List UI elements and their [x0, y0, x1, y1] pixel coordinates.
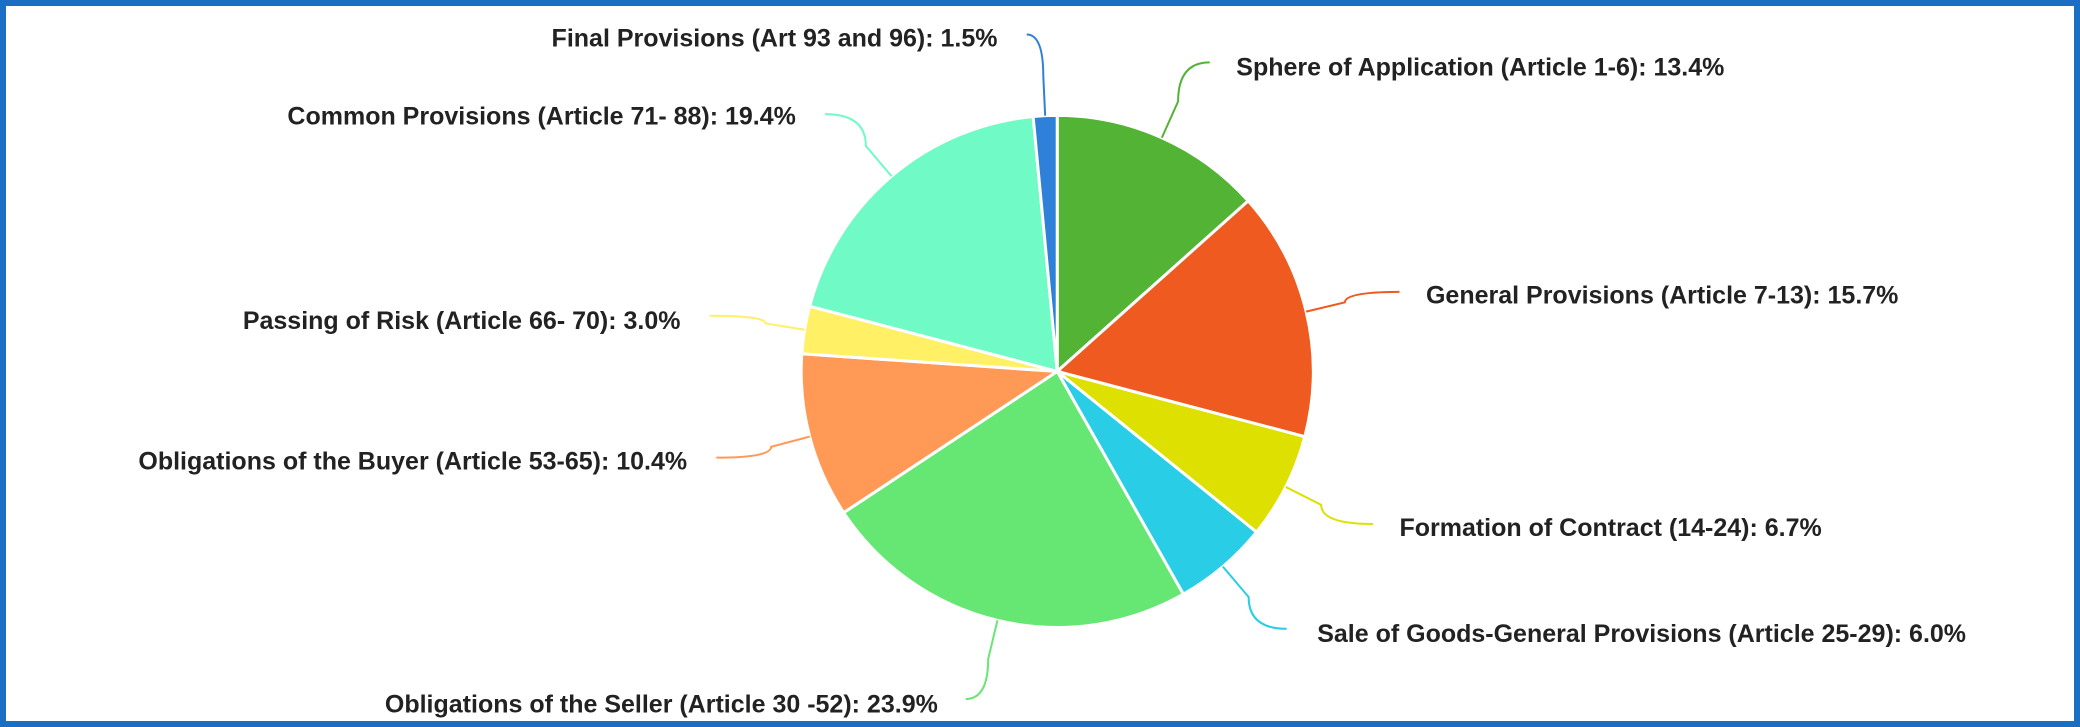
leader-line — [1285, 486, 1373, 525]
data-label: Obligations of the Buyer (Article 53-65)… — [138, 448, 687, 476]
pie-slice — [799, 352, 1062, 515]
leader-line — [1026, 33, 1047, 116]
leader-line — [1305, 290, 1400, 313]
pie-slice — [1056, 369, 1307, 535]
leader-line — [716, 435, 810, 459]
leader-line — [965, 620, 999, 701]
data-label: Sale of Goods-General Provisions (Articl… — [1317, 620, 1966, 648]
pie-slice — [1031, 113, 1059, 372]
data-label: Sphere of Application (Article 1-6): 13.… — [1236, 54, 1724, 82]
data-label: Final Provisions (Art 93 and 96): 1.5% — [552, 24, 998, 52]
data-label: Formation of Contract (14-24): 6.7% — [1399, 514, 1821, 542]
leader-line — [1160, 61, 1210, 139]
pie-slice — [1055, 113, 1251, 375]
data-label: Passing of Risk (Article 66- 70): 3.0% — [243, 307, 681, 335]
data-label: Common Provisions (Article 71- 88): 19.4… — [287, 103, 795, 131]
pie-slice — [1054, 198, 1315, 439]
pie-slice — [807, 114, 1059, 374]
pie-slice — [841, 369, 1186, 629]
leader-line — [1222, 565, 1287, 630]
leader-line — [709, 314, 805, 331]
leader-line — [825, 113, 893, 177]
data-label: Obligations of the Seller (Article 30 -5… — [385, 690, 938, 718]
data-label: General Provisions (Article 7-13): 15.7% — [1426, 282, 1898, 310]
